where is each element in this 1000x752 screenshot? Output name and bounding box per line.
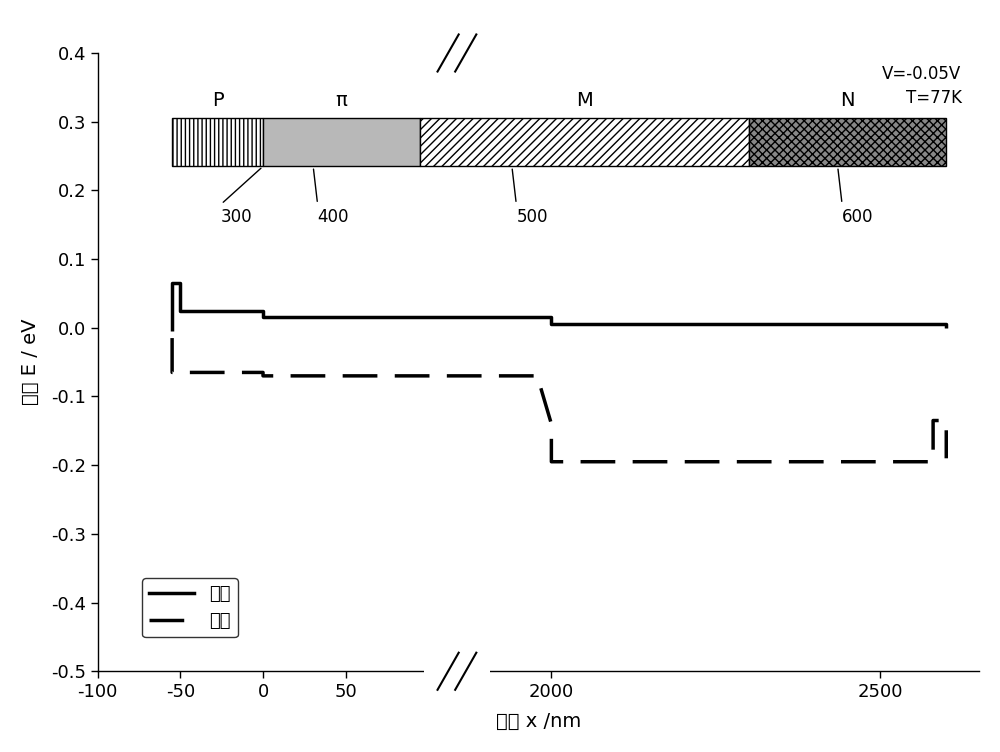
Text: 300: 300 xyxy=(221,208,253,226)
Bar xyxy=(263,118,420,166)
Text: 500: 500 xyxy=(516,208,548,226)
Y-axis label: 能量 E / eV: 能量 E / eV xyxy=(21,319,40,405)
Bar xyxy=(172,118,263,166)
Text: 600: 600 xyxy=(842,208,874,226)
Text: 400: 400 xyxy=(318,208,349,226)
Bar xyxy=(749,118,946,166)
Bar xyxy=(424,19,490,705)
Text: P: P xyxy=(212,91,223,110)
Legend: 导带, 价带: 导带, 价带 xyxy=(142,578,238,638)
Text: M: M xyxy=(576,91,593,110)
Text: π: π xyxy=(335,91,347,110)
Text: N: N xyxy=(840,91,855,110)
Text: V=-0.05V
T=77K: V=-0.05V T=77K xyxy=(882,65,962,107)
Bar xyxy=(420,118,749,166)
X-axis label: 位置 x /nm: 位置 x /nm xyxy=(496,712,581,731)
